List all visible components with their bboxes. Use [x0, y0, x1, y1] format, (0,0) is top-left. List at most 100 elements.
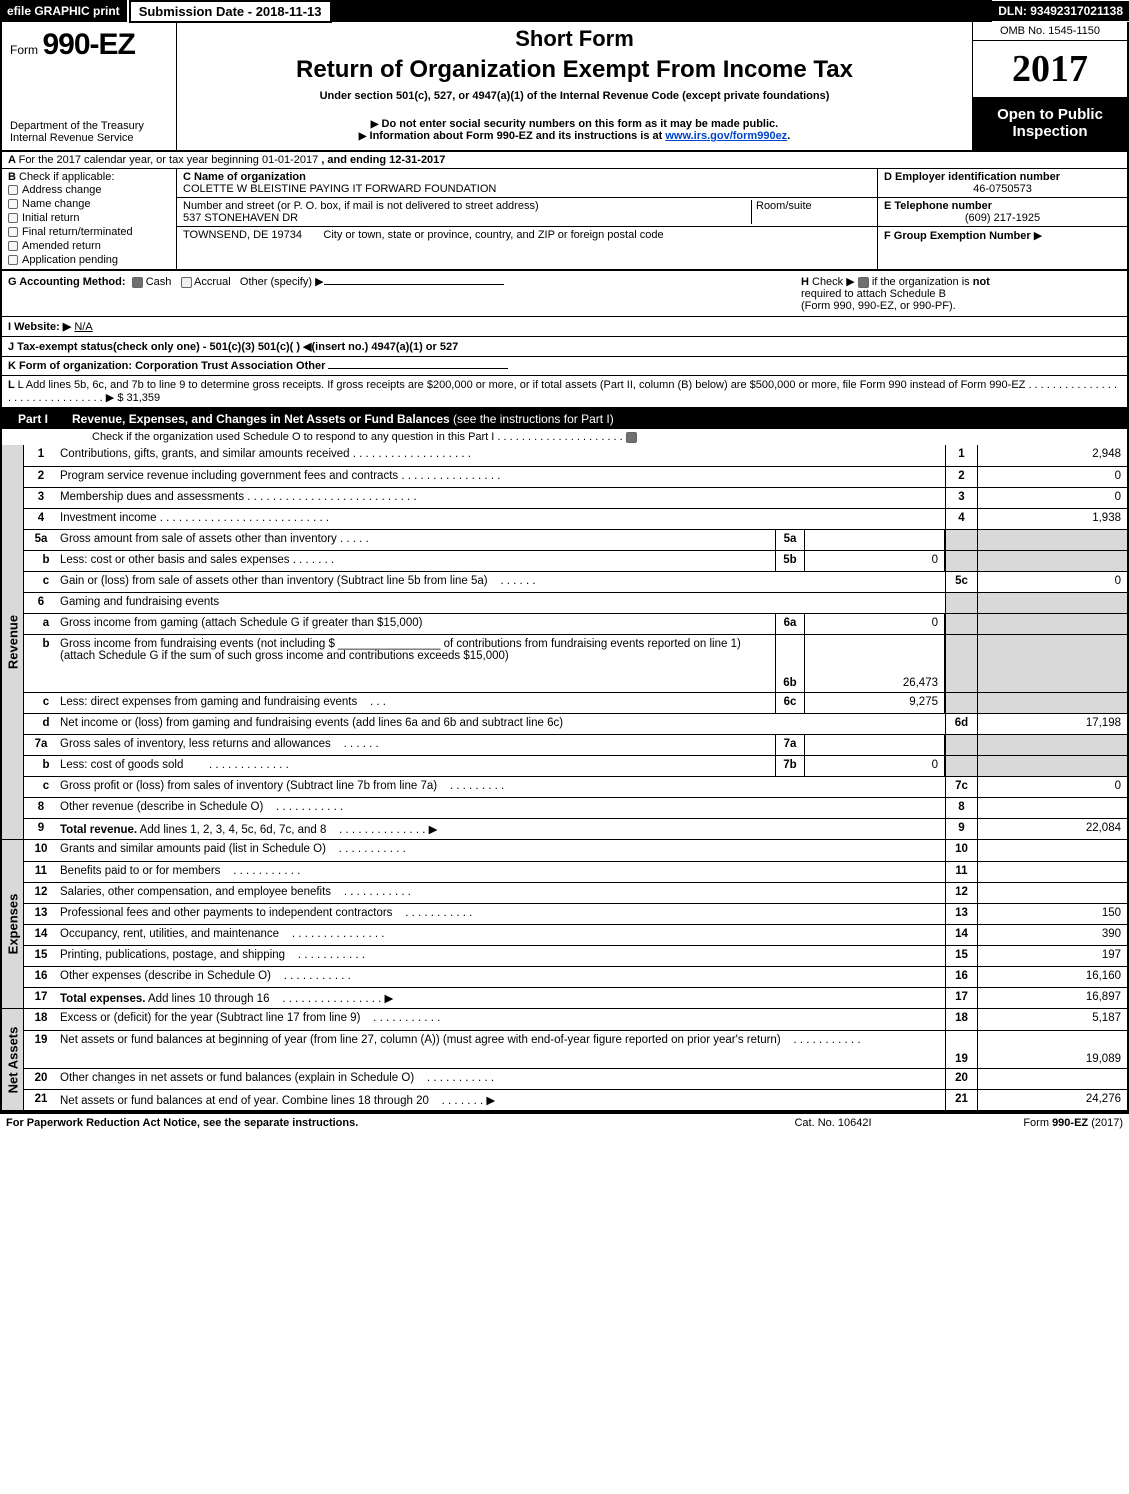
- ln15-num: 15: [24, 946, 58, 966]
- ln2-desc: Program service revenue including govern…: [58, 467, 945, 487]
- g-accrual: Accrual: [194, 276, 231, 288]
- ln5b-num: b: [24, 551, 58, 571]
- ln16-desc: Other expenses (describe in Schedule O) …: [58, 967, 945, 987]
- part-i-header: Part I Revenue, Expenses, and Changes in…: [0, 409, 1129, 429]
- ln15-value: 197: [977, 946, 1127, 966]
- form-prefix: Form: [10, 43, 38, 57]
- dept-treasury: Department of the Treasury: [10, 120, 168, 132]
- ln18-value: 5,187: [977, 1009, 1127, 1030]
- checkbox-h[interactable]: [858, 277, 869, 288]
- ln15-desc: Printing, publications, postage, and shi…: [58, 946, 945, 966]
- page-footer: For Paperwork Reduction Act Notice, see …: [0, 1112, 1129, 1132]
- checkbox-cash[interactable]: [132, 277, 143, 288]
- ln13-rnum: 13: [945, 904, 977, 924]
- g-label: G Accounting Method:: [8, 276, 126, 288]
- ln5a-rval: [977, 530, 1127, 550]
- k-text: K Form of organization: Corporation Trus…: [8, 360, 325, 372]
- line-g: G Accounting Method: Cash Accrual Other …: [8, 275, 801, 312]
- ln10-desc: Grants and similar amounts paid (list in…: [58, 840, 945, 861]
- k-other-input[interactable]: [328, 368, 508, 369]
- ln19-num: 19: [24, 1031, 58, 1068]
- footer-formno: Form 990-EZ (2017): [943, 1117, 1123, 1129]
- g-other-input[interactable]: [324, 284, 504, 285]
- form-header: Form 990-EZ Department of the Treasury I…: [0, 22, 1129, 152]
- ln6a-desc: Gross income from gaming (attach Schedul…: [58, 614, 775, 634]
- l-text: L Add lines 5b, 6c, and 7b to line 9 to …: [8, 379, 1117, 404]
- ln19-rnum: 19: [945, 1031, 977, 1068]
- top-bar: efile GRAPHIC print Submission Date - 20…: [0, 0, 1129, 22]
- ln7c-rnum: 7c: [945, 777, 977, 797]
- ln18-desc: Excess or (deficit) for the year (Subtra…: [58, 1009, 945, 1030]
- subtitle-under-section: Under section 501(c), 527, or 4947(a)(1)…: [187, 90, 962, 102]
- ln2-rnum: 2: [945, 467, 977, 487]
- h-text2: if the organization is: [872, 276, 970, 288]
- ln13-desc: Professional fees and other payments to …: [58, 904, 945, 924]
- irs-link[interactable]: www.irs.gov/form990ez: [665, 130, 787, 142]
- ln16-num: 16: [24, 967, 58, 987]
- ln6a-rnum: [945, 614, 977, 634]
- ln18-num: 18: [24, 1009, 58, 1030]
- ln6c-desc: Less: direct expenses from gaming and fu…: [58, 693, 775, 713]
- ln6c-num: c: [24, 693, 58, 713]
- part-i-title2: (see the instructions for Part I): [453, 412, 614, 426]
- checkbox-initial-return[interactable]: [8, 213, 18, 223]
- open-to-public: Open to Public Inspection: [973, 98, 1127, 150]
- ln9-num: 9: [24, 819, 58, 839]
- ln6c-midval: 9,275: [805, 693, 945, 713]
- ln2-value: 0: [977, 467, 1127, 487]
- f-label: F Group Exemption Number: [884, 230, 1031, 242]
- efile-print-button[interactable]: efile GRAPHIC print: [0, 0, 127, 22]
- ln4-rnum: 4: [945, 509, 977, 529]
- vlabel-net-assets: Net Assets: [2, 1009, 24, 1110]
- line-a-end: , and ending 12-31-2017: [321, 154, 445, 166]
- l-value: $ 31,359: [117, 392, 160, 404]
- ln12-desc: Salaries, other compensation, and employ…: [58, 883, 945, 903]
- ln5a-num: 5a: [24, 530, 58, 550]
- info-line: Information about Form 990-EZ and its in…: [187, 130, 962, 142]
- checkbox-amended-return[interactable]: [8, 241, 18, 251]
- b-opt-final-return: Final return/terminated: [22, 226, 133, 238]
- ln8-value: [977, 798, 1127, 818]
- ln5b-rval: [977, 551, 1127, 571]
- ln17-rnum: 17: [945, 988, 977, 1008]
- ln18-rnum: 18: [945, 1009, 977, 1030]
- line-a: A For the 2017 calendar year, or tax yea…: [2, 152, 1127, 168]
- telephone-value: (609) 217-1925: [884, 212, 1121, 224]
- footer-paperwork: For Paperwork Reduction Act Notice, see …: [6, 1117, 723, 1129]
- ln6-rval: [977, 593, 1127, 613]
- line-a-text: For the 2017 calendar year, or tax year …: [19, 154, 319, 166]
- ln3-rnum: 3: [945, 488, 977, 508]
- ln5a-mid: 5a: [775, 530, 805, 550]
- i-label: I Website: ▶: [8, 321, 71, 333]
- ln6d-value: 17,198: [977, 714, 1127, 734]
- vlabel-expenses: Expenses: [2, 840, 24, 1008]
- ln17-num: 17: [24, 988, 58, 1008]
- ln11-value: [977, 862, 1127, 882]
- ln7b-num: b: [24, 756, 58, 776]
- checkbox-accrual[interactable]: [181, 277, 192, 288]
- ln5a-rnum: [945, 530, 977, 550]
- checkbox-final-return[interactable]: [8, 227, 18, 237]
- checkbox-address-change[interactable]: [8, 185, 18, 195]
- footer-catno: Cat. No. 10642I: [723, 1117, 943, 1129]
- ln5b-mid: 5b: [775, 551, 805, 571]
- ln6d-rnum: 6d: [945, 714, 977, 734]
- part-i-label: Part I: [0, 409, 66, 429]
- checkbox-name-change[interactable]: [8, 199, 18, 209]
- ln7b-midval: 0: [805, 756, 945, 776]
- ln7a-mid: 7a: [775, 735, 805, 755]
- checkbox-schedule-o[interactable]: [626, 432, 637, 443]
- ln8-rnum: 8: [945, 798, 977, 818]
- section-a-to-l: A For the 2017 calendar year, or tax yea…: [0, 152, 1129, 409]
- ln6a-mid: 6a: [775, 614, 805, 634]
- ln6c-rval: [977, 693, 1127, 713]
- revenue-section: Revenue 1Contributions, gifts, grants, a…: [0, 445, 1129, 839]
- line-l: L L Add lines 5b, 6c, and 7b to line 9 t…: [2, 375, 1127, 407]
- checkbox-application-pending[interactable]: [8, 255, 18, 265]
- line-k: K Form of organization: Corporation Trus…: [2, 356, 1127, 375]
- line-i: I Website: ▶ N/A: [2, 316, 1127, 336]
- ln3-value: 0: [977, 488, 1127, 508]
- ln3-desc: Membership dues and assessments . . . . …: [58, 488, 945, 508]
- ln14-desc: Occupancy, rent, utilities, and maintena…: [58, 925, 945, 945]
- ln6-rnum: [945, 593, 977, 613]
